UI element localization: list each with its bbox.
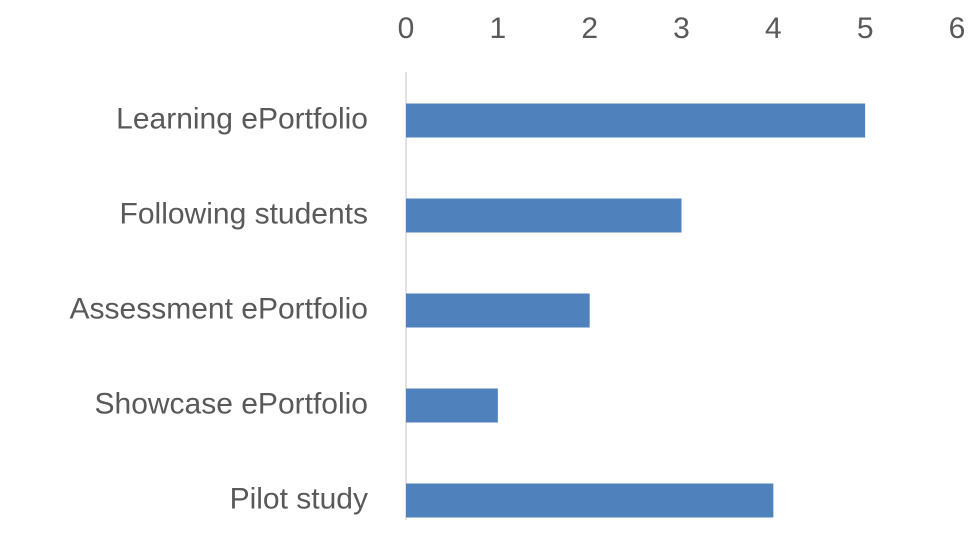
y-tick-label: Showcase ePortfolio [95,387,369,420]
y-tick-label: Assessment ePortfolio [70,292,368,325]
x-tick-label: 5 [857,12,874,45]
x-tick-label: 0 [398,12,415,45]
bar [406,483,774,518]
x-tick-label: 4 [765,12,782,45]
y-tick-label: Following students [120,197,368,230]
bar [406,103,866,138]
bar [406,198,682,233]
bar [406,388,498,423]
x-tick-label: 1 [489,12,506,45]
y-tick-label: Learning ePortfolio [116,102,368,135]
x-tick-label: 3 [673,12,690,45]
x-tick-label: 2 [581,12,598,45]
y-tick-label: Pilot study [230,482,368,515]
x-tick-label: 6 [949,12,966,45]
bar [406,293,590,328]
